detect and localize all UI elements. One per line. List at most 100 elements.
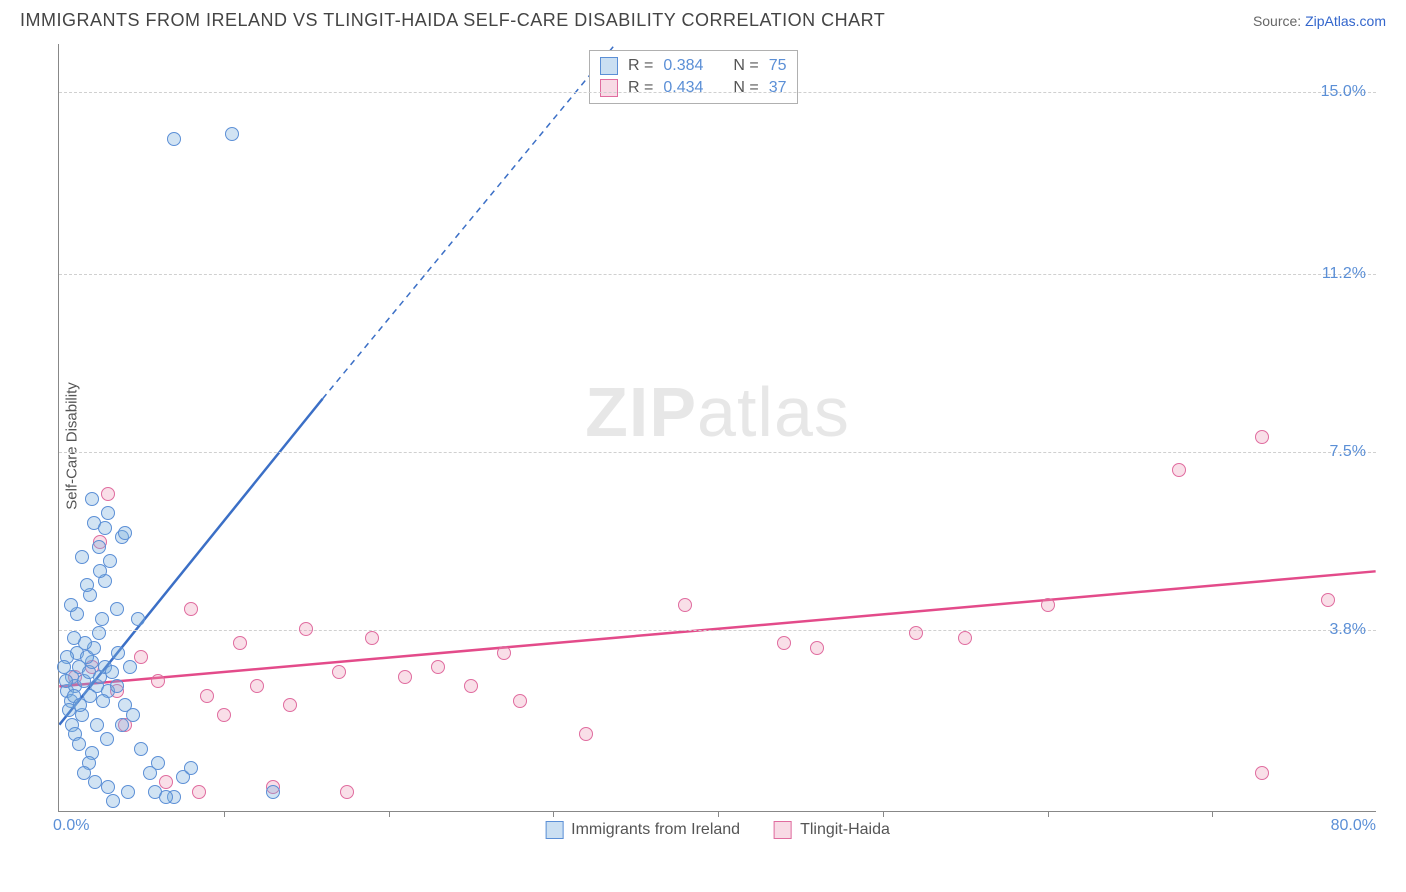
data-point xyxy=(72,737,86,751)
data-point xyxy=(59,674,73,688)
data-point xyxy=(1172,463,1186,477)
data-point xyxy=(90,718,104,732)
plot-area: ZIPatlas R = 0.384 N = 75 R = 0.434 N = … xyxy=(58,44,1376,812)
data-point xyxy=(464,679,478,693)
data-point xyxy=(283,698,297,712)
series-swatch xyxy=(600,79,618,97)
data-point xyxy=(1321,593,1335,607)
legend: Immigrants from Ireland Tlingit-Haida xyxy=(545,821,890,839)
data-point xyxy=(100,732,114,746)
series-swatch xyxy=(600,57,618,75)
data-point xyxy=(64,598,78,612)
data-point xyxy=(1041,598,1055,612)
data-point xyxy=(200,689,214,703)
data-point xyxy=(75,550,89,564)
data-point xyxy=(678,598,692,612)
source-attribution: Source: ZipAtlas.com xyxy=(1253,13,1386,29)
data-point xyxy=(1255,766,1269,780)
data-point xyxy=(159,775,173,789)
legend-swatch xyxy=(545,821,563,839)
x-end-label: 80.0% xyxy=(1331,817,1376,835)
stats-box: R = 0.384 N = 75 R = 0.434 N = 37 xyxy=(589,50,798,104)
data-point xyxy=(95,612,109,626)
data-point xyxy=(131,612,145,626)
gridline xyxy=(59,452,1376,453)
data-point xyxy=(497,646,511,660)
y-tick-label: 11.2% xyxy=(1322,265,1366,283)
x-tick xyxy=(883,811,884,817)
data-point xyxy=(151,674,165,688)
data-point xyxy=(431,660,445,674)
data-point xyxy=(810,641,824,655)
x-tick xyxy=(553,811,554,817)
y-tick-label: 3.8% xyxy=(1330,621,1366,639)
y-tick-label: 15.0% xyxy=(1321,83,1366,101)
data-point xyxy=(101,487,115,501)
data-point xyxy=(92,540,106,554)
data-point xyxy=(121,785,135,799)
trend-lines xyxy=(59,44,1376,811)
legend-swatch xyxy=(774,821,792,839)
stat-n-label: N = xyxy=(733,79,758,97)
data-point xyxy=(110,602,124,616)
chart-title: IMMIGRANTS FROM IRELAND VS TLINGIT-HAIDA… xyxy=(20,10,885,31)
x-tick xyxy=(1212,811,1213,817)
data-point xyxy=(105,665,119,679)
legend-item: Immigrants from Ireland xyxy=(545,821,740,839)
data-point xyxy=(111,646,125,660)
legend-label: Tlingit-Haida xyxy=(800,821,890,839)
data-point xyxy=(299,622,313,636)
legend-label: Immigrants from Ireland xyxy=(571,821,740,839)
data-point xyxy=(217,708,231,722)
stat-n-label: N = xyxy=(733,57,758,75)
data-point xyxy=(192,785,206,799)
data-point xyxy=(106,794,120,808)
data-point xyxy=(101,506,115,520)
data-point xyxy=(909,626,923,640)
x-tick xyxy=(224,811,225,817)
data-point xyxy=(134,650,148,664)
source-prefix: Source: xyxy=(1253,13,1305,29)
data-point xyxy=(225,127,239,141)
y-tick-label: 7.5% xyxy=(1330,443,1366,461)
x-tick xyxy=(1048,811,1049,817)
stats-row: R = 0.434 N = 37 xyxy=(600,77,787,99)
data-point xyxy=(579,727,593,741)
data-point xyxy=(250,679,264,693)
data-point xyxy=(958,631,972,645)
data-point xyxy=(1255,430,1269,444)
legend-item: Tlingit-Haida xyxy=(774,821,890,839)
data-point xyxy=(151,756,165,770)
data-point xyxy=(123,660,137,674)
chart-container: ZIPatlas R = 0.384 N = 75 R = 0.434 N = … xyxy=(48,44,1386,834)
data-point xyxy=(513,694,527,708)
gridline xyxy=(59,92,1376,93)
data-point xyxy=(184,602,198,616)
data-point xyxy=(115,718,129,732)
gridline xyxy=(59,630,1376,631)
data-point xyxy=(365,631,379,645)
data-point xyxy=(184,761,198,775)
data-point xyxy=(332,665,346,679)
stat-r-label: R = xyxy=(628,79,653,97)
x-tick xyxy=(389,811,390,817)
stat-r-value: 0.384 xyxy=(663,57,703,75)
data-point xyxy=(93,564,107,578)
data-point xyxy=(88,775,102,789)
data-point xyxy=(57,660,71,674)
data-point xyxy=(777,636,791,650)
x-tick xyxy=(718,811,719,817)
data-point xyxy=(92,626,106,640)
stats-row: R = 0.384 N = 75 xyxy=(600,55,787,77)
data-point xyxy=(67,631,81,645)
data-point xyxy=(101,780,115,794)
data-point xyxy=(118,526,132,540)
stat-n-value: 75 xyxy=(769,57,787,75)
stat-n-value: 37 xyxy=(769,79,787,97)
data-point xyxy=(398,670,412,684)
source-link[interactable]: ZipAtlas.com xyxy=(1305,13,1386,29)
data-point xyxy=(110,679,124,693)
stat-r-label: R = xyxy=(628,57,653,75)
data-point xyxy=(80,578,94,592)
data-point xyxy=(73,698,87,712)
